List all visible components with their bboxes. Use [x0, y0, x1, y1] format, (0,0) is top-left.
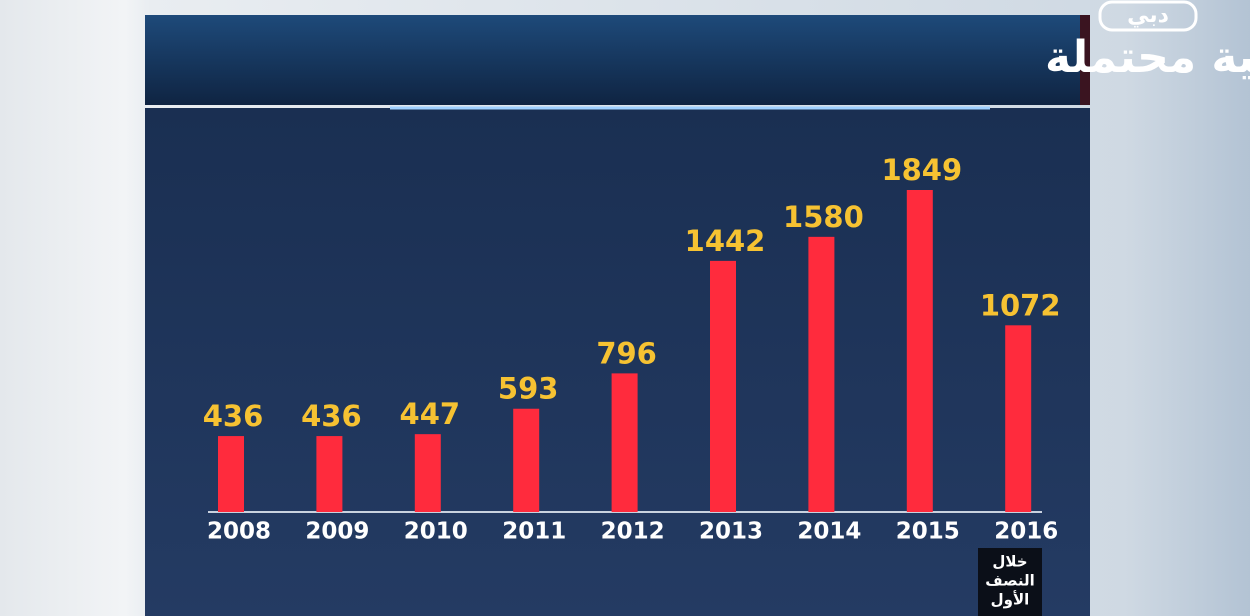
- x-tick-label: 2010: [404, 519, 468, 545]
- value-label: 447: [400, 397, 461, 431]
- value-label: 436: [301, 399, 362, 433]
- logo: دبي: [1127, 3, 1169, 28]
- x-tick-label: 2009: [305, 519, 369, 545]
- title-bar: [145, 15, 1090, 105]
- value-label: 1072: [980, 288, 1061, 322]
- bar: [316, 436, 343, 512]
- x-tick-label: 2015: [896, 519, 960, 545]
- x-tick-label: 2013: [699, 519, 763, 545]
- x-tick-label: 2016: [994, 519, 1058, 545]
- value-label: 1849: [881, 153, 962, 187]
- annotation-line: النصف: [985, 572, 1035, 590]
- bar: [710, 260, 736, 512]
- value-label: 796: [596, 336, 657, 370]
- logo-frame: [1098, 0, 1198, 32]
- value-label: 436: [203, 399, 264, 433]
- title-accent: [1080, 15, 1090, 105]
- annotation-line: خلال: [992, 553, 1027, 571]
- annotation-box: [978, 548, 1042, 616]
- bar: [611, 373, 638, 512]
- bar: [808, 236, 835, 512]
- bar: [906, 190, 933, 512]
- x-tick-label: 2012: [601, 519, 665, 545]
- bar: [513, 408, 540, 512]
- x-tick-label: 2008: [207, 519, 271, 545]
- bar: [218, 436, 244, 512]
- annotation-line: الأول: [991, 591, 1030, 609]
- x-tick-label: 2014: [797, 519, 861, 545]
- value-label: 593: [498, 372, 559, 406]
- value-label: 1580: [783, 200, 864, 234]
- x-tick-label: 2011: [502, 519, 566, 545]
- value-label: 1442: [685, 224, 766, 258]
- bar: [1005, 325, 1032, 512]
- chart-title: 8493 جريمة إلكترونية محتملة: [1045, 32, 1250, 83]
- bar: [414, 434, 441, 512]
